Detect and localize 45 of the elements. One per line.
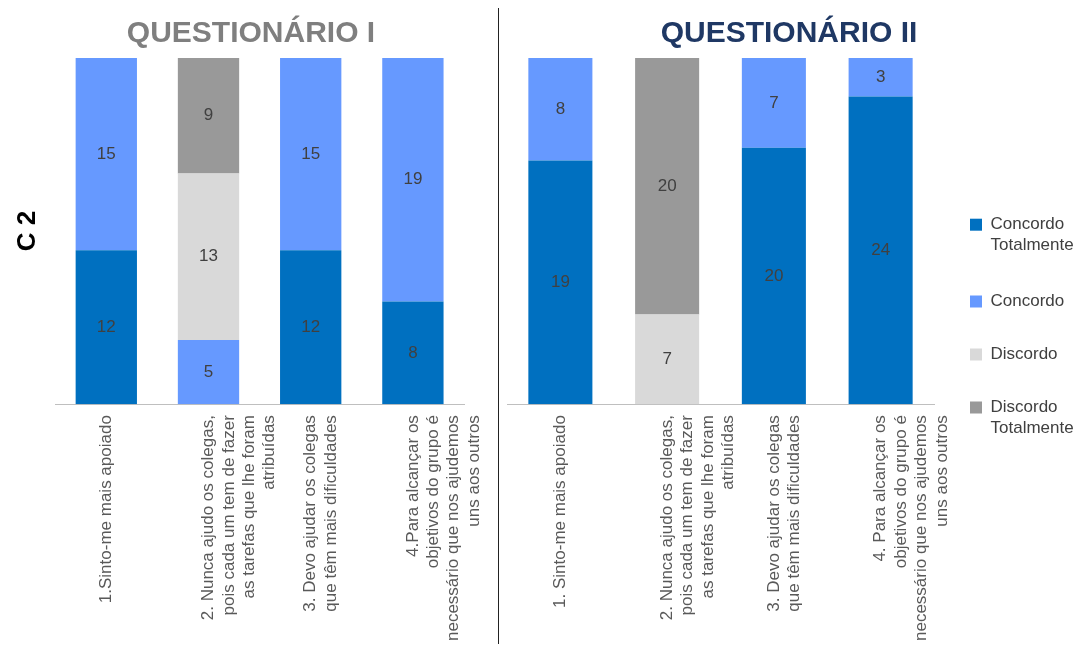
data-label: 15 bbox=[301, 143, 321, 163]
bar bbox=[177, 58, 240, 174]
data-label: 20 bbox=[657, 175, 677, 195]
y-axis-title: C 2 bbox=[10, 210, 41, 252]
bar bbox=[75, 58, 137, 251]
bar bbox=[280, 250, 342, 405]
bar bbox=[741, 58, 806, 148]
bar bbox=[741, 147, 806, 405]
bar bbox=[528, 160, 593, 405]
data-label: 3 bbox=[875, 66, 886, 86]
data-label: 20 bbox=[764, 265, 784, 285]
x-tick-label: 2. Nunca ajudo os colegas, pois cada um tem de fazer as tarefas que lhe foram atribuídas bbox=[656, 414, 738, 621]
data-label: 7 bbox=[662, 348, 672, 368]
x-tick-label: 1.Sinto-me mais apoiado bbox=[95, 415, 115, 604]
bar bbox=[382, 301, 444, 405]
bar bbox=[382, 58, 444, 302]
bar bbox=[177, 340, 240, 405]
data-label: 12 bbox=[301, 316, 321, 336]
legend-label: Discordo bbox=[990, 344, 1058, 364]
x-tick-label: 1. Sinto-me mais apoiado bbox=[550, 415, 570, 608]
data-label: 9 bbox=[203, 105, 214, 125]
legend-label: Concordo Totalmente bbox=[990, 214, 1074, 254]
data-label: 8 bbox=[408, 342, 418, 362]
data-label: 5 bbox=[203, 361, 214, 381]
bar bbox=[635, 314, 700, 405]
data-label: 19 bbox=[403, 169, 423, 189]
data-label: 13 bbox=[199, 246, 218, 266]
bar bbox=[635, 58, 700, 315]
bar bbox=[848, 96, 913, 405]
bar bbox=[280, 58, 342, 251]
data-label: 12 bbox=[96, 316, 116, 336]
bar bbox=[75, 250, 137, 405]
x-tick-label: 2. Nunca ajudo os colegas, pois cada um tem de fazer as tarefas que lhe foram atribuídas bbox=[198, 414, 279, 621]
data-label: 19 bbox=[550, 272, 570, 292]
data-label: 7 bbox=[769, 92, 779, 112]
legend-label: Discordo Totalmente bbox=[990, 397, 1074, 437]
data-label: 8 bbox=[555, 98, 566, 118]
data-label: 24 bbox=[871, 239, 891, 259]
bar bbox=[177, 173, 240, 341]
chart-title: QUESTIONÁRIO II bbox=[660, 15, 918, 49]
bar bbox=[848, 58, 913, 97]
legend-label: Concordo bbox=[990, 291, 1065, 311]
data-label: 15 bbox=[96, 143, 116, 163]
bar bbox=[528, 58, 593, 161]
chart-title: QUESTIONÁRIO I bbox=[126, 15, 376, 49]
